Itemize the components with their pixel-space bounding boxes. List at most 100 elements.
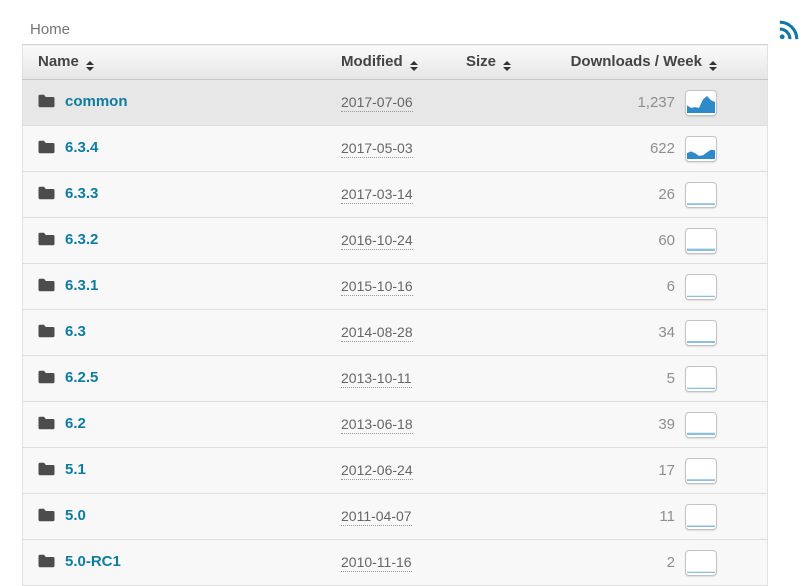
folder-icon: [38, 462, 55, 481]
size-cell: [456, 125, 551, 172]
table-row: 6.3.3 2017-03-14 26: [22, 171, 768, 218]
file-name-link[interactable]: 5.0: [65, 506, 86, 524]
modified-cell: 2013-10-11: [328, 355, 456, 402]
sort-toggle-icon: [409, 61, 418, 71]
modified-date: 2010-11-16: [341, 553, 412, 572]
downloads-cell: 622: [551, 125, 768, 172]
size-cell: [456, 447, 551, 494]
name-cell: 6.3.4: [22, 125, 328, 172]
modified-date: 2011-04-07: [341, 507, 412, 526]
file-table-body: common 2017-07-06 1,237 6.3.4 2: [22, 79, 768, 586]
downloads-cell: 2: [551, 539, 768, 586]
folder-icon: [38, 186, 55, 205]
folder-icon: [38, 554, 55, 573]
downloads-count: 34: [658, 324, 675, 341]
table-header: Name Modified Size Downloads / Week: [22, 44, 768, 80]
size-cell: [456, 263, 551, 310]
name-cell: 6.2: [22, 401, 328, 448]
name-cell: 6.3.1: [22, 263, 328, 310]
column-header-downloads-week[interactable]: Downloads / Week: [551, 44, 768, 80]
modified-cell: 2015-10-16: [328, 263, 456, 310]
modified-date: 2016-10-24: [341, 231, 413, 250]
download-stats-sparkline-icon[interactable]: [685, 365, 717, 392]
size-cell: [456, 539, 551, 586]
folder-icon: [38, 278, 55, 297]
file-name-link[interactable]: 5.1: [65, 460, 86, 478]
name-cell: 5.0-RC1: [22, 539, 328, 586]
folder-icon: [38, 324, 55, 343]
modified-cell: 2010-11-16: [328, 539, 456, 586]
size-cell: [456, 171, 551, 218]
table-row: 6.2 2013-06-18 39: [22, 401, 768, 448]
downloads-cell: 26: [551, 171, 768, 218]
file-name-link[interactable]: 6.3.3: [65, 184, 99, 202]
file-browser-table: Name Modified Size Downloads / Week comm…: [22, 44, 768, 586]
file-name-link[interactable]: 6.3: [65, 322, 86, 340]
file-name-link[interactable]: 6.3.1: [65, 276, 99, 294]
downloads-cell: 6: [551, 263, 768, 310]
table-row: 6.3.2 2016-10-24 60: [22, 217, 768, 264]
size-cell: [456, 79, 551, 126]
downloads-cell: 17: [551, 447, 768, 494]
file-name-link[interactable]: common: [65, 92, 128, 110]
downloads-cell: 60: [551, 217, 768, 264]
download-stats-sparkline-icon[interactable]: [685, 503, 717, 530]
folder-icon: [38, 416, 55, 435]
download-stats-sparkline-icon[interactable]: [685, 89, 717, 116]
sort-toggle-icon: [503, 61, 512, 71]
downloads-count: 622: [649, 140, 675, 157]
size-cell: [456, 493, 551, 540]
folder-icon: [38, 232, 55, 251]
table-row: 6.2.5 2013-10-11 5: [22, 355, 768, 402]
modified-cell: 2017-03-14: [328, 171, 456, 218]
column-header-name[interactable]: Name: [22, 44, 328, 80]
file-name-link[interactable]: 6.3.4: [65, 138, 99, 156]
downloads-count: 39: [658, 416, 675, 433]
column-header-size[interactable]: Size: [456, 44, 551, 80]
table-row: 5.1 2012-06-24 17: [22, 447, 768, 494]
modified-cell: 2017-05-03: [328, 125, 456, 172]
downloads-count: 6: [666, 278, 675, 295]
folder-icon: [38, 370, 55, 389]
name-cell: 6.3.2: [22, 217, 328, 264]
file-name-link[interactable]: 6.2.5: [65, 368, 99, 386]
download-stats-sparkline-icon[interactable]: [685, 181, 717, 208]
name-cell: 5.0: [22, 493, 328, 540]
modified-date: 2012-06-24: [341, 461, 413, 480]
folder-icon: [38, 508, 55, 527]
size-cell: [456, 309, 551, 356]
table-row: common 2017-07-06 1,237: [22, 79, 768, 126]
download-stats-sparkline-icon[interactable]: [685, 135, 717, 162]
file-name-link[interactable]: 5.0-RC1: [65, 552, 121, 570]
downloads-count: 2: [666, 554, 675, 571]
modified-cell: 2011-04-07: [328, 493, 456, 540]
downloads-count: 1,237: [637, 94, 675, 111]
downloads-cell: 34: [551, 309, 768, 356]
download-stats-sparkline-icon[interactable]: [685, 549, 717, 576]
rss-feed-icon[interactable]: [778, 19, 800, 41]
downloads-count: 5: [666, 370, 675, 387]
column-header-modified[interactable]: Modified: [328, 44, 456, 80]
downloads-cell: 5: [551, 355, 768, 402]
modified-cell: 2017-07-06: [328, 79, 456, 126]
download-stats-sparkline-icon[interactable]: [685, 273, 717, 300]
download-stats-sparkline-icon[interactable]: [685, 411, 717, 438]
size-cell: [456, 401, 551, 448]
file-name-link[interactable]: 6.2: [65, 414, 86, 432]
downloads-count: 26: [658, 186, 675, 203]
download-stats-sparkline-icon[interactable]: [685, 227, 717, 254]
modified-cell: 2012-06-24: [328, 447, 456, 494]
modified-date: 2017-07-06: [341, 93, 413, 112]
table-row: 6.3.1 2015-10-16 6: [22, 263, 768, 310]
file-name-link[interactable]: 6.3.2: [65, 230, 99, 248]
size-cell: [456, 355, 551, 402]
download-stats-sparkline-icon[interactable]: [685, 457, 717, 484]
breadcrumb-home: Home: [30, 21, 71, 38]
downloads-cell: 1,237: [551, 79, 768, 126]
name-cell: 6.2.5: [22, 355, 328, 402]
downloads-cell: 39: [551, 401, 768, 448]
table-row: 6.3 2014-08-28 34: [22, 309, 768, 356]
folder-icon: [38, 140, 55, 159]
size-cell: [456, 217, 551, 264]
download-stats-sparkline-icon[interactable]: [685, 319, 717, 346]
